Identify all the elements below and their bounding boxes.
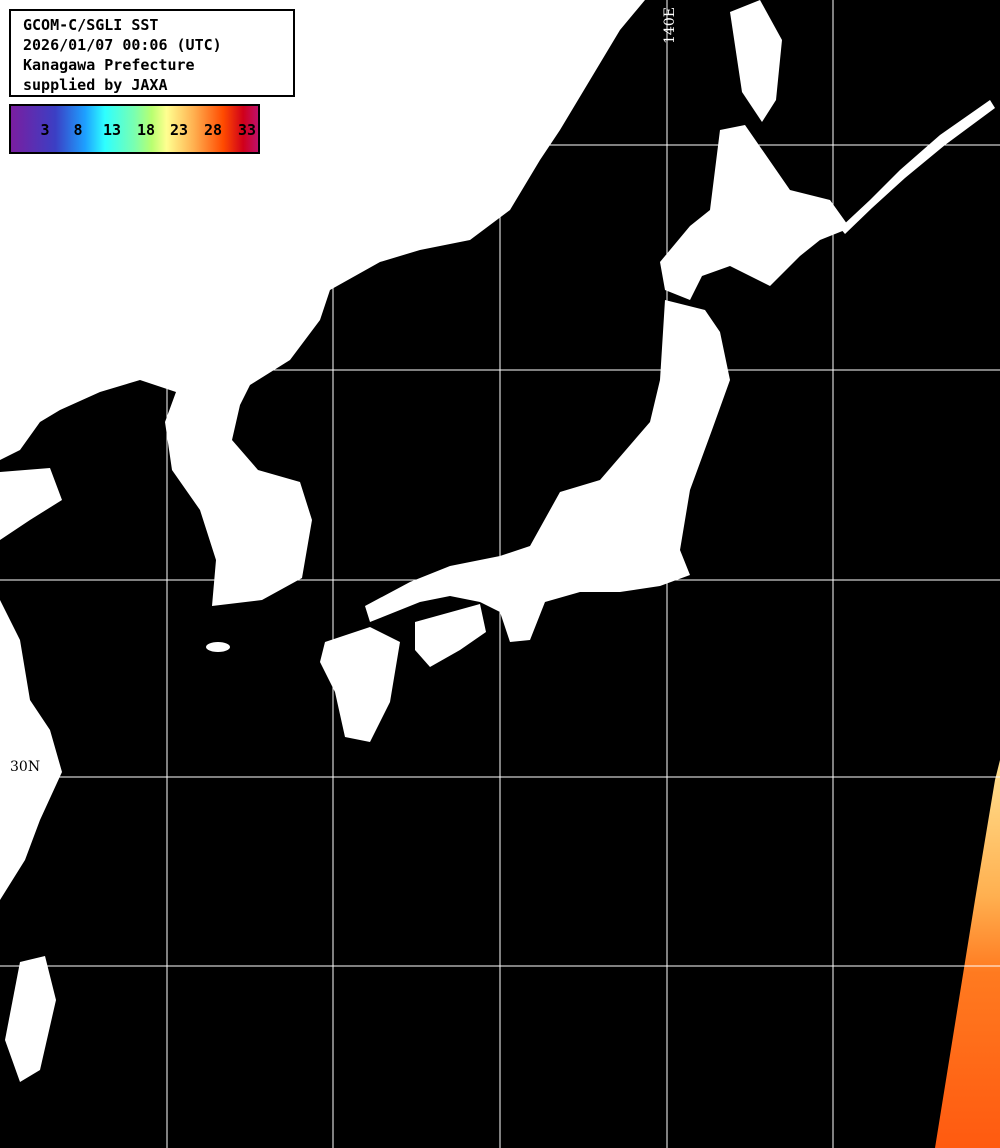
shandong bbox=[0, 468, 62, 540]
colorbar-tick: 23 bbox=[169, 121, 189, 139]
region-line: Kanagawa Prefecture bbox=[23, 56, 195, 74]
colorbar-tick: 8 bbox=[73, 121, 83, 139]
title-line: GCOM-C/SGLI SST bbox=[23, 16, 159, 34]
kyushu bbox=[320, 627, 400, 742]
lon-label-140e: 140E bbox=[662, 7, 678, 44]
sakhalin bbox=[730, 0, 782, 122]
kuril-islands bbox=[840, 100, 995, 234]
title-box: GCOM-C/SGLI SST 2026/01/07 00:06 (UTC) K… bbox=[9, 9, 295, 97]
datetime-line: 2026/01/07 00:06 (UTC) bbox=[23, 36, 222, 54]
lat-label-40n: 40N bbox=[12, 352, 43, 368]
colorbar-tick: 18 bbox=[136, 121, 156, 139]
colorbar-tick: 28 bbox=[203, 121, 223, 139]
colorbar-tick: 3 bbox=[40, 121, 50, 139]
taiwan bbox=[5, 956, 56, 1082]
honshu bbox=[365, 300, 730, 642]
jeju bbox=[206, 642, 230, 652]
china-coast bbox=[0, 600, 62, 900]
lat-label-30n: 30N bbox=[10, 759, 41, 775]
colorbar-tick: 33 bbox=[237, 121, 257, 139]
sst-swath bbox=[935, 760, 1000, 1148]
colorbar-tick: 13 bbox=[102, 121, 122, 139]
land bbox=[0, 0, 995, 1082]
shikoku bbox=[415, 604, 486, 667]
sst-colorbar: 3 8 13 18 23 28 33 bbox=[9, 104, 260, 154]
hokkaido bbox=[660, 125, 850, 300]
supplier-line: supplied by JAXA bbox=[23, 76, 168, 94]
